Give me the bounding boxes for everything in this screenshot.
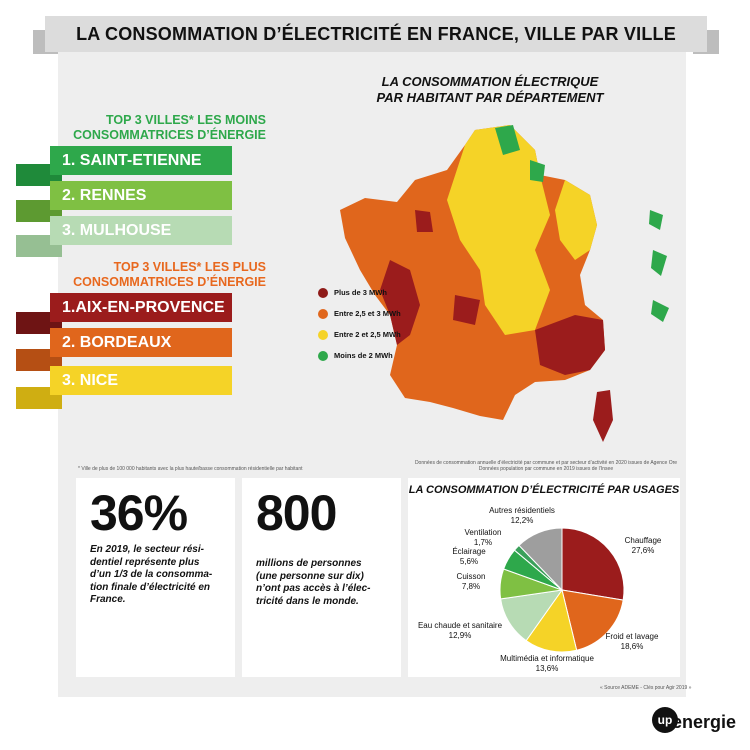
map-yellow-east xyxy=(555,180,597,260)
legend-label: Entre 2 et 2,5 MWh xyxy=(334,330,401,339)
stat-text-line: France. xyxy=(90,594,126,605)
logo-text: energie xyxy=(672,712,737,732)
rank-least-1: 1. SAINT-ETIENNE xyxy=(50,146,232,175)
stat-card-1: 36% En 2019, le secteur rési- dentiel re… xyxy=(76,478,235,677)
pie-label-value: 13,6% xyxy=(535,664,559,673)
map-red-center xyxy=(453,295,480,325)
pie-label-value: 12,2% xyxy=(510,516,534,525)
legend-item: Plus de 3 MWh xyxy=(318,282,401,303)
rank-most-3: 3. NICE xyxy=(50,366,232,395)
pie-label-name: Autres résidentiels xyxy=(489,506,555,515)
pie-label-value: 5,6% xyxy=(459,557,479,566)
stat-text-line: d’un 1/3 de la consomma- xyxy=(90,569,213,580)
pie-label-name: Ventilation xyxy=(464,528,502,537)
pie-slice-1 xyxy=(561,589,624,651)
map-overseas-1 xyxy=(649,210,663,230)
legend-dot xyxy=(318,287,328,298)
most-title-line2: CONSOMMATRICES D’ÉNERGIE xyxy=(73,275,266,289)
map-title-line2: PAR HABITANT PAR DÉPARTEMENT xyxy=(376,90,604,105)
legend-label: Plus de 3 MWh xyxy=(334,288,387,297)
pie-label-name: Chauffage xyxy=(624,536,662,545)
pie-label-value: 18,6% xyxy=(620,642,644,651)
legend-item: Entre 2,5 et 3 MWh xyxy=(318,303,401,324)
pie-label-value: 27,6% xyxy=(631,546,655,555)
legend-item: Entre 2 et 2,5 MWh xyxy=(318,324,401,345)
pie-slice-2 xyxy=(525,588,578,653)
pie-slice-7 xyxy=(518,527,563,592)
map-yellow-band xyxy=(447,125,550,335)
rank-least-2: 2. RENNES xyxy=(50,181,232,210)
pie-title: LA CONSOMMATION D’ÉLECTRICITÉ PAR USAGES xyxy=(408,484,680,496)
map-overseas-2 xyxy=(651,250,667,276)
stat-number: 800 xyxy=(256,485,337,541)
pie-label-name: Eau chaude et sanitaire xyxy=(417,621,503,630)
pie-label-name: Froid et lavage xyxy=(605,632,659,641)
map-red-southeast xyxy=(535,315,605,375)
map-red-southwest xyxy=(380,260,420,345)
map-green-north xyxy=(495,125,520,155)
pie-label-autres: Autres résidentiels 12,2% xyxy=(482,506,562,526)
pie-label-eclairage: Éclairage 5,6% xyxy=(434,547,504,567)
least-title-line2: CONSOMMATRICES D’ÉNERGIE xyxy=(73,128,266,142)
stat-text: millions de personnes (une personne sur … xyxy=(256,558,371,608)
pie-label-value: 7,8% xyxy=(461,582,481,591)
rank-most-1: 1.AIX-EN-PROVENCE xyxy=(50,293,232,322)
stat-number: 36% xyxy=(90,485,188,541)
stat-text-line: n’ont pas accès à l’élec- xyxy=(256,583,371,594)
legend-dot xyxy=(318,308,328,319)
france-map xyxy=(340,125,669,442)
least-title: TOP 3 VILLES* LES MOINS CONSOMMATRICES D… xyxy=(56,113,266,143)
title-banner: LA CONSOMMATION D’ÉLECTRICITÉ EN FRANCE,… xyxy=(33,16,719,54)
rank-most-2: 2. BORDEAUX xyxy=(50,328,232,357)
pie-label-name: Éclairage xyxy=(452,547,486,556)
footnote-right: Données de consommation annuelle d’élect… xyxy=(412,460,680,472)
legend-item: Moins de 2 MWh xyxy=(318,345,401,366)
source-note: « Source ADEME - Clés pour Agir 2019 » xyxy=(600,685,692,691)
legend-dot xyxy=(318,329,328,340)
pie-label-chauffage: Chauffage 27,6% xyxy=(608,536,678,556)
legend-label: Moins de 2 MWh xyxy=(334,351,393,360)
stat-text-line: tricité dans le monde. xyxy=(256,595,359,607)
stat-text-line: millions de personnes xyxy=(256,558,362,569)
pie-label-multimedia: Multimédia et informatique 13,6% xyxy=(482,654,612,674)
map-overseas-3 xyxy=(651,300,669,322)
stat-text-line: tion finale d’électricité en xyxy=(90,581,211,593)
map-corsica xyxy=(593,390,613,442)
pie-label-value: 12,9% xyxy=(448,631,472,640)
pie-label-name: Cuisson xyxy=(456,572,486,581)
footnote-right-line2: Données population par commune en 2019 i… xyxy=(478,466,614,472)
stat-text-line: dentiel représente plus xyxy=(90,556,200,568)
stat-text-line: (une personne sur dix) xyxy=(256,570,364,582)
map-title-line1: LA CONSOMMATION ÉLECTRIQUE xyxy=(381,74,599,89)
pie-card: LA CONSOMMATION D’ÉLECTRICITÉ PAR USAGES… xyxy=(408,478,680,677)
footnote-left: * Ville de plus de 100 000 habitants ave… xyxy=(78,466,303,472)
pie-chart xyxy=(499,527,625,653)
logo-circle: up xyxy=(652,707,678,733)
rank-least-3: 3. MULHOUSE xyxy=(50,216,232,245)
most-title-line1: TOP 3 VILLES* LES PLUS xyxy=(113,260,266,274)
legend-label: Entre 2,5 et 3 MWh xyxy=(334,309,401,318)
pie-label-eau: Eau chaude et sanitaire 12,9% xyxy=(410,621,510,641)
stat-card-2: 800 millions de personnes (une personne … xyxy=(242,478,401,677)
pie-label-value: 1,7% xyxy=(473,538,493,547)
most-title: TOP 3 VILLES* LES PLUS CONSOMMATRICES D’… xyxy=(56,260,266,290)
pie-label-cuisson: Cuisson 7,8% xyxy=(436,572,506,592)
map-legend: Plus de 3 MWh Entre 2,5 et 3 MWh Entre 2… xyxy=(318,282,401,366)
stat-text-line: En 2019, le secteur rési- xyxy=(90,544,204,555)
pie-label-froid: Froid et lavage 18,6% xyxy=(592,632,672,652)
least-title-line1: TOP 3 VILLES* LES MOINS xyxy=(106,113,266,127)
map-title: LA CONSOMMATION ÉLECTRIQUE PAR HABITANT … xyxy=(360,74,620,106)
legend-dot xyxy=(318,350,328,361)
pie-label-name: Multimédia et informatique xyxy=(500,654,594,663)
pie-label-ventilation: Ventilation 1,7% xyxy=(448,528,518,548)
map-red-west xyxy=(415,210,433,232)
map-green-northeast xyxy=(530,160,545,182)
footnote-right-line1: Données de consommation annuelle d’élect… xyxy=(414,460,678,466)
stat-text: En 2019, le secteur rési- dentiel représ… xyxy=(90,544,212,607)
pie-slice-0 xyxy=(561,527,625,601)
page-title: LA CONSOMMATION D’ÉLECTRICITÉ EN FRANCE,… xyxy=(45,16,707,52)
